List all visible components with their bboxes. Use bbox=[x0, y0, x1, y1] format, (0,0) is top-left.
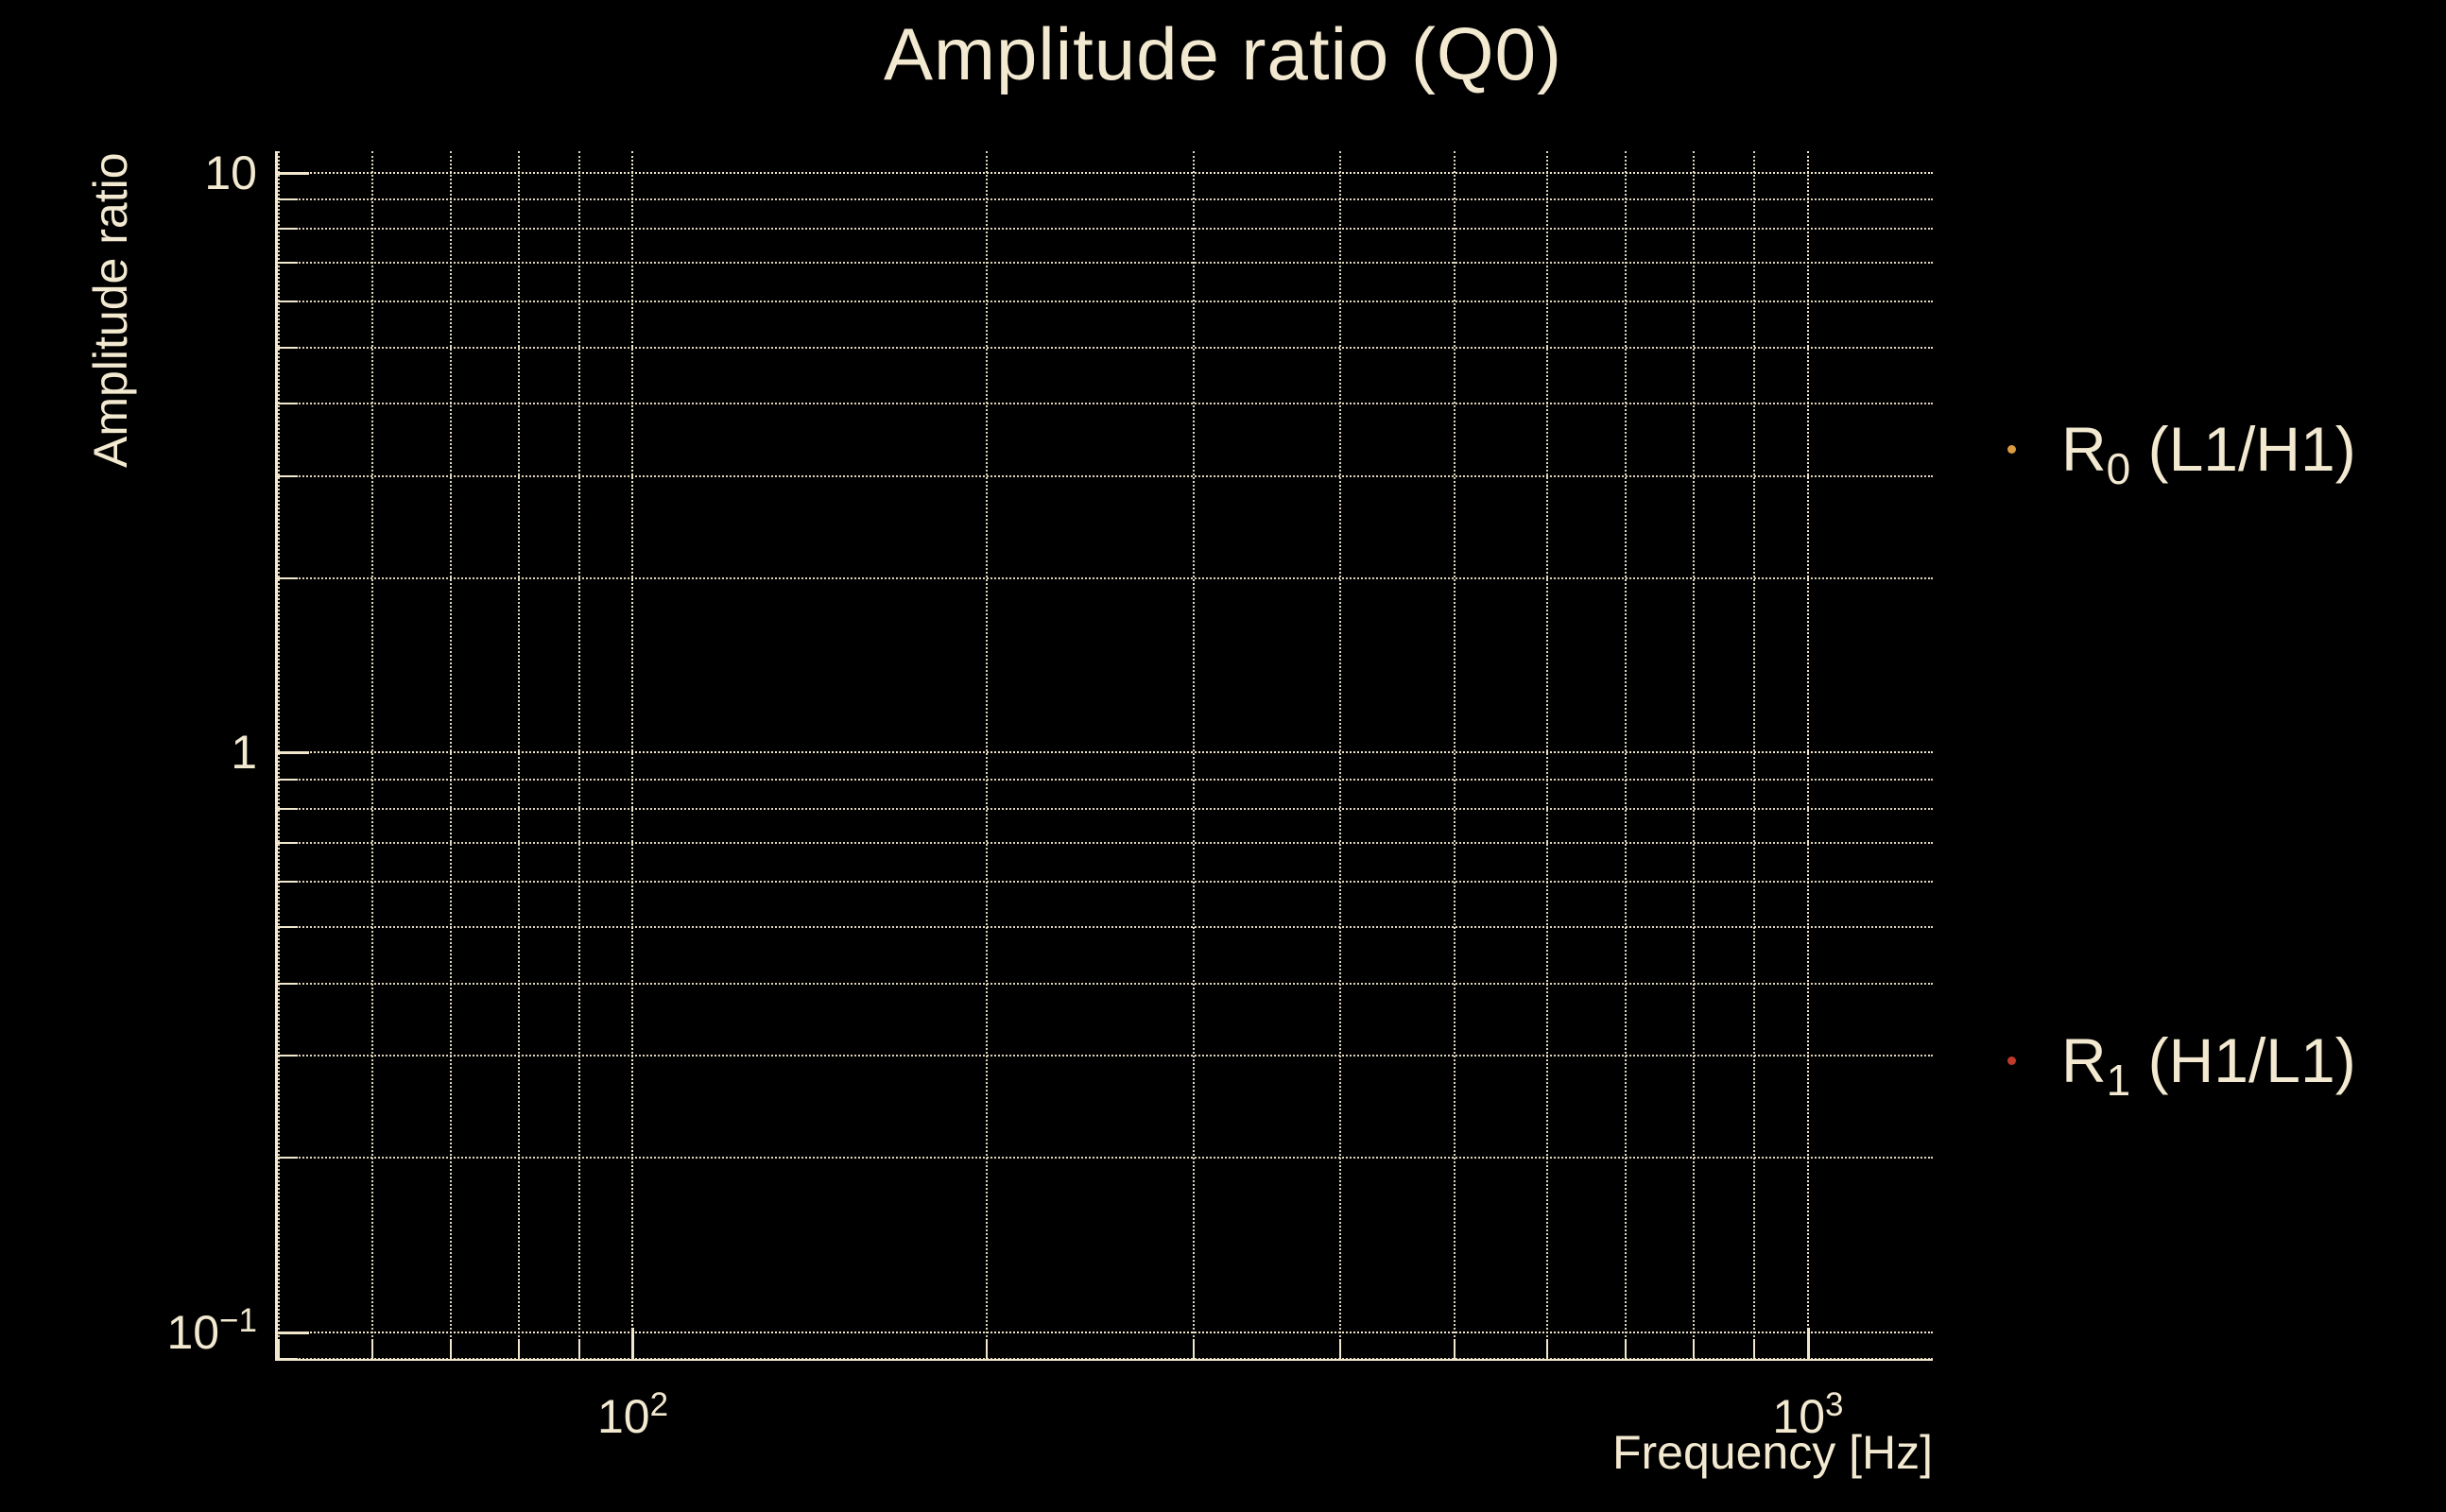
legend-label-r0: R0 (L1/H1) bbox=[2061, 414, 2356, 493]
y-minor-gridline bbox=[277, 1055, 1933, 1057]
x-tick-mark bbox=[985, 1339, 988, 1360]
y-tick-mark bbox=[277, 1055, 298, 1057]
x-tick-mark bbox=[1339, 1339, 1342, 1360]
y-major-gridline bbox=[277, 171, 1933, 174]
y-minor-gridline bbox=[277, 228, 1933, 231]
y-minor-gridline bbox=[277, 982, 1933, 985]
x-minor-gridline bbox=[1192, 151, 1195, 1360]
x-tick-mark bbox=[631, 1328, 635, 1360]
x-minor-gridline bbox=[517, 151, 520, 1360]
x-tick-mark bbox=[449, 1339, 452, 1360]
y-tick-label: 1 bbox=[231, 726, 257, 780]
y-tick-label: 10−1 bbox=[166, 1302, 257, 1360]
y-minor-gridline bbox=[277, 807, 1933, 810]
x-tick-mark bbox=[278, 1339, 281, 1360]
x-axis-label: Frequency [Hz] bbox=[1611, 1426, 1933, 1479]
x-minor-gridline bbox=[1453, 151, 1456, 1360]
y-tick-mark bbox=[277, 880, 298, 883]
x-major-gridline bbox=[631, 151, 634, 1360]
y-tick-mark bbox=[277, 1358, 298, 1361]
y-tick-mark bbox=[277, 778, 298, 781]
x-minor-gridline bbox=[370, 151, 373, 1360]
x-minor-gridline bbox=[1753, 151, 1756, 1360]
legend-entry-r1: R1 (H1/L1) bbox=[2007, 1018, 2356, 1103]
x-tick-mark bbox=[1693, 1339, 1696, 1360]
y-minor-gridline bbox=[277, 841, 1933, 844]
x-tick-mark bbox=[370, 1339, 373, 1360]
x-tick-mark bbox=[517, 1339, 520, 1360]
y-tick-mark bbox=[277, 576, 298, 579]
y-tick-mark bbox=[277, 171, 309, 175]
x-tick-mark bbox=[1806, 1328, 1810, 1360]
x-tick-mark bbox=[1753, 1339, 1756, 1360]
y-tick-mark bbox=[277, 841, 298, 844]
y-tick-mark bbox=[277, 301, 298, 303]
y-minor-gridline bbox=[277, 262, 1933, 264]
y-minor-gridline bbox=[277, 576, 1933, 579]
x-minor-gridline bbox=[1625, 151, 1628, 1360]
y-minor-gridline bbox=[277, 198, 1933, 201]
y-minor-gridline bbox=[277, 778, 1933, 781]
x-minor-gridline bbox=[1339, 151, 1342, 1360]
x-tick-label: 103 bbox=[1772, 1386, 1844, 1443]
x-minor-gridline bbox=[1693, 151, 1696, 1360]
y-axis-spine bbox=[275, 151, 278, 1361]
y-minor-gridline bbox=[277, 474, 1933, 477]
x-minor-gridline bbox=[449, 151, 452, 1360]
y-minor-gridline bbox=[277, 926, 1933, 929]
x-minor-gridline bbox=[985, 151, 988, 1360]
y-tick-mark bbox=[277, 982, 298, 985]
x-minor-gridline bbox=[278, 151, 281, 1360]
x-minor-gridline bbox=[577, 151, 580, 1360]
y-minor-gridline bbox=[277, 346, 1933, 349]
y-tick-mark bbox=[277, 228, 298, 231]
y-minor-gridline bbox=[277, 1157, 1933, 1160]
x-tick-mark bbox=[1453, 1339, 1456, 1360]
y-minor-gridline bbox=[277, 1358, 1933, 1361]
legend-marker-dot-r1 bbox=[2007, 1056, 2016, 1065]
y-tick-mark bbox=[277, 262, 298, 264]
plot-area bbox=[277, 151, 1933, 1360]
legend-entry-r0: R0 (L1/H1) bbox=[2007, 406, 2356, 491]
y-tick-mark bbox=[277, 403, 298, 405]
y-tick-mark bbox=[277, 474, 298, 477]
y-minor-gridline bbox=[277, 403, 1933, 405]
x-tick-mark bbox=[577, 1339, 580, 1360]
chart-title: Amplitude ratio (Q0) bbox=[884, 12, 1562, 95]
y-tick-mark bbox=[277, 1157, 298, 1160]
x-tick-mark bbox=[1546, 1339, 1549, 1360]
x-minor-gridline bbox=[1546, 151, 1549, 1360]
x-tick-mark bbox=[1625, 1339, 1628, 1360]
legend-marker-dot-r0 bbox=[2007, 444, 2016, 454]
y-major-gridline bbox=[277, 751, 1933, 754]
x-tick-mark bbox=[1192, 1339, 1195, 1360]
legend-label-r1: R1 (H1/L1) bbox=[2061, 1025, 2356, 1105]
y-tick-label: 10 bbox=[204, 146, 257, 199]
y-minor-gridline bbox=[277, 301, 1933, 303]
y-tick-mark bbox=[277, 198, 298, 201]
y-minor-gridline bbox=[277, 880, 1933, 883]
x-tick-label: 102 bbox=[596, 1386, 669, 1443]
y-tick-mark bbox=[277, 807, 298, 810]
y-tick-mark bbox=[277, 1332, 309, 1335]
y-tick-mark bbox=[277, 751, 309, 755]
y-major-gridline bbox=[277, 1332, 1933, 1334]
y-tick-mark bbox=[277, 926, 298, 929]
y-tick-mark bbox=[277, 346, 298, 349]
x-major-gridline bbox=[1806, 151, 1809, 1360]
